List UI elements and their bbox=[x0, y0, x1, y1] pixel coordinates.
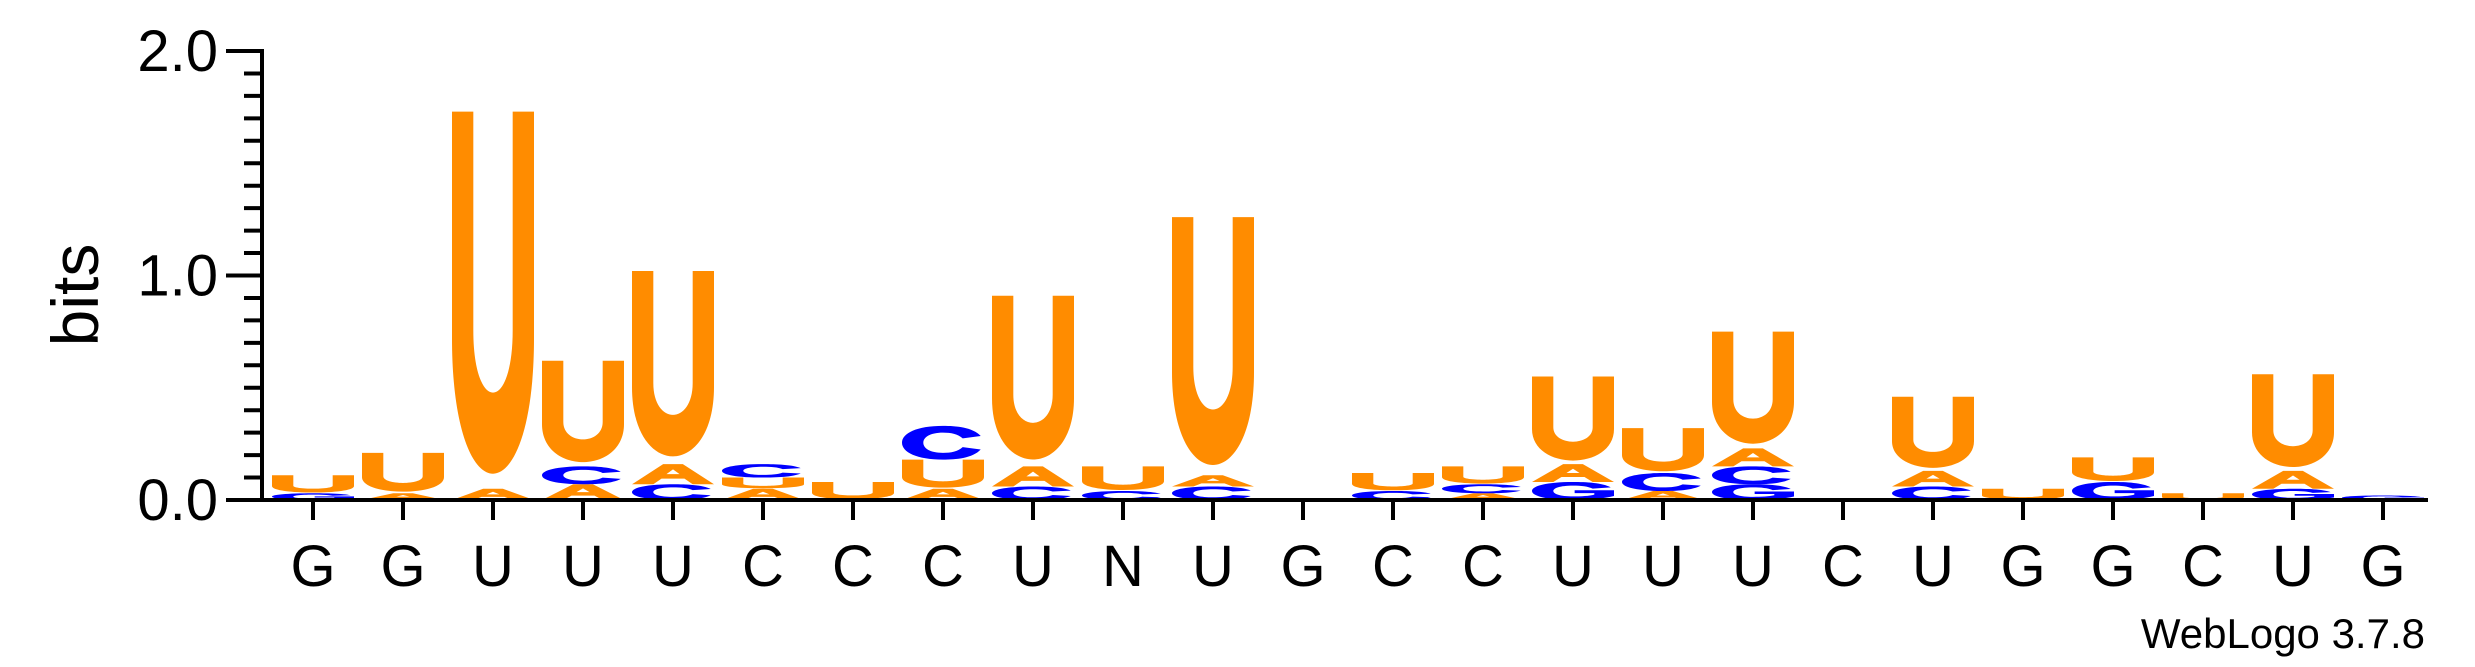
logo-letter-a bbox=[1532, 464, 1614, 483]
letter-stacks bbox=[272, 111, 2424, 500]
logo-letter-u bbox=[1082, 466, 1164, 491]
x-tick-label: N bbox=[1102, 534, 1144, 599]
logo-letter-c bbox=[1352, 491, 1431, 500]
logo-letter-g bbox=[2252, 488, 2334, 500]
logo-letter-a bbox=[1622, 491, 1704, 500]
y-tick-label: 1.0 bbox=[137, 244, 218, 309]
logo-letter-u bbox=[362, 452, 444, 492]
x-tick-label: C bbox=[1462, 534, 1504, 599]
x-tick-label: U bbox=[1012, 534, 1054, 599]
logo-letter-g bbox=[1532, 482, 1614, 500]
x-tick-label: G bbox=[2000, 534, 2045, 599]
x-tick-label: C bbox=[742, 534, 784, 599]
x-tick-label: G bbox=[380, 534, 425, 599]
x-tick-label: U bbox=[1192, 534, 1234, 599]
x-tick-label: C bbox=[1372, 534, 1414, 599]
x-tick-label: G bbox=[2090, 534, 2135, 599]
logo-letter-u bbox=[2252, 374, 2334, 467]
logo-letter-u bbox=[1172, 217, 1254, 465]
logo-letter-u bbox=[1532, 376, 1614, 461]
x-tick-label: G bbox=[1280, 534, 1325, 599]
x-tick-label: G bbox=[2360, 534, 2405, 599]
logo-letter-u bbox=[992, 295, 1074, 460]
logo-letter-a bbox=[2252, 470, 2334, 489]
y-tick-label: 0.0 bbox=[137, 468, 218, 533]
logo-letter-u bbox=[2072, 457, 2154, 482]
logo-letter-c bbox=[1442, 484, 1521, 494]
logo-letter-u bbox=[812, 482, 894, 500]
logo-letter-u bbox=[1352, 473, 1434, 491]
logo-letter-a bbox=[992, 466, 1074, 487]
logo-letter-g bbox=[1712, 484, 1794, 500]
logo-letter-u bbox=[1622, 428, 1704, 472]
logo-letter-u bbox=[722, 477, 804, 489]
logo-letter-a bbox=[1172, 475, 1254, 487]
logo-letter-u bbox=[1442, 466, 1524, 484]
y-axis-label: bits bbox=[38, 244, 112, 347]
logo-letter-c bbox=[632, 484, 711, 500]
x-tick-label: U bbox=[1552, 534, 1594, 599]
x-tick-label: G bbox=[290, 534, 335, 599]
x-tick-label: U bbox=[2272, 534, 2314, 599]
x-tick-label: U bbox=[652, 534, 694, 599]
logo-letter-c bbox=[1172, 486, 1251, 500]
axes: 0.01.02.0G G U U U C C C U N U G C C U U U C U G G C U G bbox=[137, 19, 2428, 599]
x-tick-label: U bbox=[1642, 534, 1684, 599]
logo-letter-u bbox=[1712, 331, 1794, 444]
logo-letter-a bbox=[722, 488, 804, 500]
logo-letter-c bbox=[1712, 466, 1791, 485]
logo-letter-u bbox=[902, 459, 984, 488]
logo-letter-u bbox=[542, 360, 624, 463]
logo-letter-c bbox=[1622, 473, 1701, 492]
y-tick-label: 2.0 bbox=[137, 19, 218, 84]
logo-letter-a bbox=[1712, 448, 1794, 467]
logo-letter-u bbox=[452, 111, 534, 474]
logo-letter-c bbox=[542, 466, 621, 485]
x-tick-label: U bbox=[1912, 534, 1954, 599]
x-tick-label: C bbox=[832, 534, 874, 599]
logo-letter-c bbox=[1892, 486, 1971, 500]
logo-letter-c bbox=[722, 464, 801, 478]
x-tick-label: U bbox=[1732, 534, 1774, 599]
x-tick-label: U bbox=[562, 534, 604, 599]
logo-letter-a bbox=[1892, 470, 1974, 487]
credit-text: WebLogo 3.7.8 bbox=[2141, 610, 2425, 657]
logo-letter-u bbox=[272, 475, 354, 493]
logo-letter-c bbox=[1082, 491, 1161, 500]
logo-letter-c bbox=[992, 486, 1071, 500]
logo-letter-c bbox=[902, 425, 981, 460]
logo-letter-a bbox=[632, 464, 714, 485]
x-tick-label: C bbox=[1822, 534, 1864, 599]
x-tick-label: U bbox=[472, 534, 514, 599]
logo-letter-a bbox=[452, 488, 534, 500]
logo-letter-a bbox=[542, 484, 624, 500]
logo-letter-u bbox=[632, 271, 714, 457]
logo-letter-u bbox=[1892, 396, 1974, 468]
x-tick-label: C bbox=[922, 534, 964, 599]
logo-letter-a bbox=[902, 488, 984, 500]
logo-letter-g bbox=[2072, 482, 2154, 500]
x-tick-label: C bbox=[2182, 534, 2224, 599]
logo-letter-u bbox=[1982, 488, 2064, 500]
